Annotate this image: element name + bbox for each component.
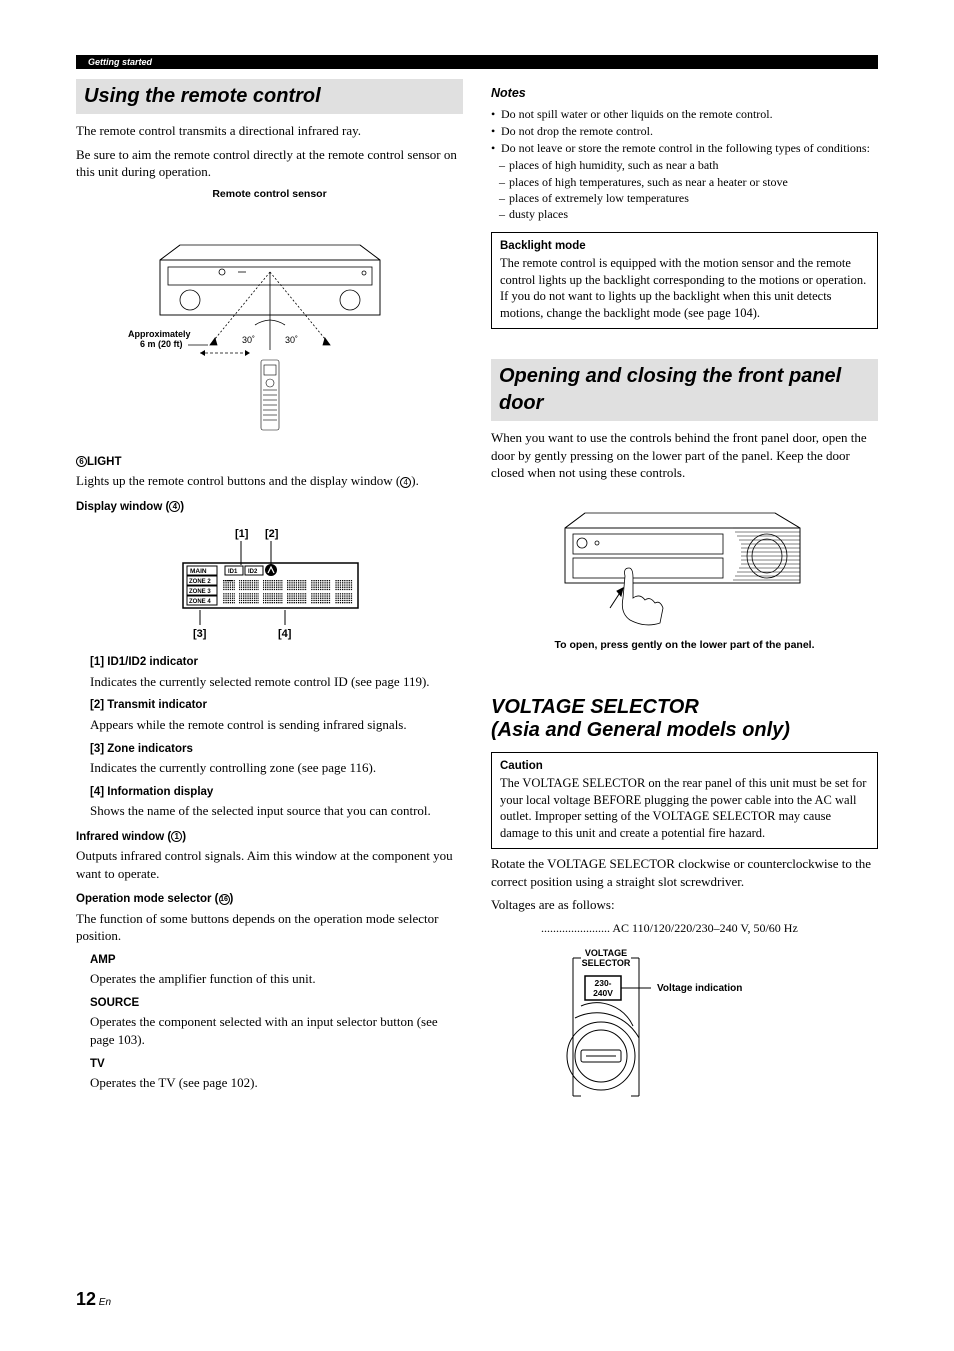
page-number-big: 12 [76, 1289, 96, 1309]
intro-p1: The remote control transmits a direction… [76, 122, 463, 140]
receiver-diagram-svg: 30˚ 30˚ Approximately 6 m (20 ft) [120, 205, 420, 445]
mode-amp-heading: AMP [90, 953, 463, 969]
disp-t4: [4] [278, 628, 292, 640]
opmode-heading-text: Operation mode selector ( [76, 893, 219, 905]
section3-title: VOLTAGE SELECTOR (Asia and General model… [491, 696, 878, 742]
item-2-body: Appears while the remote control is send… [90, 716, 463, 734]
display-window-figure: [1] [2] MAIN ZONE 2 ZONE 3 ZONE 4 ID1 ID… [155, 525, 385, 645]
zone-4: ZONE 4 [189, 599, 211, 605]
id1-label: ID1 [228, 569, 238, 575]
disp-heading-text: Display window ( [76, 501, 169, 513]
fig1-caption-top: Remote control sensor [76, 187, 463, 201]
notes-sublist: places of high humidity, such as near a … [491, 157, 878, 222]
note-3: Do not leave or store the remote control… [491, 140, 878, 156]
notes-title: Notes [491, 85, 878, 102]
voltage-indication-label: Voltage indication [657, 983, 742, 994]
section3-body-2: Voltages are as follows: [491, 896, 878, 914]
section3-body-1: Rotate the VOLTAGE SELECTOR clockwise or… [491, 855, 878, 890]
item-4-heading: [4] Information display [90, 785, 463, 801]
infrared-number-circle: 1 [171, 831, 182, 842]
note-sub-1: places of high humidity, such as near a … [499, 157, 878, 173]
id2-label: ID2 [248, 569, 258, 575]
approx-label-1: Approximately [128, 329, 191, 339]
zone-2: ZONE 2 [189, 579, 211, 585]
page-number-small: En [96, 1297, 111, 1308]
note-sub-4: dusty places [499, 206, 878, 222]
infrared-body: Outputs infrared control signals. Aim th… [76, 847, 463, 882]
voltage-box-l2: 240V [593, 988, 613, 998]
note-1: Do not spill water or other liquids on t… [491, 106, 878, 122]
section2-caption: To open, press gently on the lower part … [491, 638, 878, 652]
front-panel-figure: To open, press gently on the lower part … [491, 488, 878, 652]
light-heading: 6LIGHT [76, 455, 463, 471]
voltage-selector-svg: VOLTAGE SELECTOR 230- 240V Voltage indic… [551, 946, 811, 1106]
disp-heading-end: ) [180, 501, 184, 513]
disp-t3: [3] [193, 628, 207, 640]
caution-heading: Caution [500, 759, 869, 775]
light-body-text: Lights up the remote control buttons and… [76, 473, 400, 488]
item-1-heading: [1] ID1/ID2 indicator [90, 655, 463, 671]
caution-box: Caution The VOLTAGE SELECTOR on the rear… [491, 752, 878, 849]
header-bar: Getting started [76, 55, 878, 69]
angle-right-label: 30˚ [285, 335, 298, 345]
infrared-heading-end: ) [182, 831, 186, 843]
mode-amp-body: Operates the amplifier function of this … [90, 970, 463, 988]
approx-label-2: 6 m (20 ft) [140, 339, 183, 349]
note-sub-2: places of high temperatures, such as nea… [499, 174, 878, 190]
backlight-box: Backlight mode The remote control is equ… [491, 232, 878, 329]
voltage-label-top-1: VOLTAGE [585, 948, 627, 958]
zone-main: MAIN [190, 568, 207, 575]
right-column: Notes Do not spill water or other liquid… [491, 79, 878, 1110]
backlight-body: The remote control is equipped with the … [500, 256, 866, 321]
item-3-body: Indicates the currently controlling zone… [90, 759, 463, 777]
infrared-heading-text: Infrared window ( [76, 831, 171, 843]
opmode-heading: Operation mode selector (16) [76, 892, 463, 908]
intro-p2: Be sure to aim the remote control direct… [76, 146, 463, 181]
note-sub-3: places of extremely low temperatures [499, 190, 878, 206]
voltage-box-l1: 230- [594, 978, 611, 988]
mode-source-body: Operates the component selected with an … [90, 1013, 463, 1048]
disp-t1: [1] [235, 528, 249, 540]
header-section-label: Getting started [76, 55, 158, 69]
light-number-circle: 6 [76, 456, 87, 467]
front-panel-svg [555, 488, 815, 628]
item-4-body: Shows the name of the selected input sou… [90, 802, 463, 820]
section2-title: Opening and closing the front panel door [499, 363, 870, 417]
remote-sensor-figure: Remote control sensor [76, 187, 463, 445]
infrared-heading: Infrared window (1) [76, 830, 463, 846]
mode-source-heading: SOURCE [90, 996, 463, 1012]
disp-number-circle: 4 [169, 501, 180, 512]
page-number: 12 En [76, 1287, 111, 1311]
left-column: Using the remote control The remote cont… [76, 79, 463, 1110]
disp-t2: [2] [265, 528, 279, 540]
opmode-heading-end: ) [230, 893, 234, 905]
voltage-label-top-2: SELECTOR [582, 958, 631, 968]
zone-3: ZONE 3 [189, 589, 211, 595]
angle-left-label: 30˚ [242, 335, 255, 345]
backlight-heading: Backlight mode [500, 239, 869, 255]
caution-body: The VOLTAGE SELECTOR on the rear panel o… [500, 776, 866, 841]
light-heading-text: LIGHT [87, 456, 122, 468]
section-title-using-remote: Using the remote control [84, 83, 455, 110]
light-body: Lights up the remote control buttons and… [76, 472, 463, 490]
section3-title-l1: VOLTAGE SELECTOR [491, 696, 699, 718]
light-ref-circle: 4 [400, 477, 411, 488]
section3-title-l2: (Asia and General models only) [491, 719, 790, 741]
section2-body: When you want to use the controls behind… [491, 429, 878, 482]
notes-list: Do not spill water or other liquids on t… [491, 106, 878, 157]
mode-tv-heading: TV [90, 1057, 463, 1073]
voltage-selector-figure: VOLTAGE SELECTOR 230- 240V Voltage indic… [551, 946, 771, 1110]
display-window-heading: Display window (4) [76, 500, 463, 516]
light-body-end: ). [411, 473, 419, 488]
item-1-body: Indicates the currently selected remote … [90, 673, 463, 691]
voltage-line: ....................... AC 110/120/220/2… [541, 920, 878, 936]
item-2-heading: [2] Transmit indicator [90, 698, 463, 714]
note-2: Do not drop the remote control. [491, 123, 878, 139]
opmode-number-circle: 16 [219, 894, 230, 905]
item-3-heading: [3] Zone indicators [90, 742, 463, 758]
opmode-body: The function of some buttons depends on … [76, 910, 463, 945]
mode-tv-body: Operates the TV (see page 102). [90, 1074, 463, 1092]
section2-title-bar: Opening and closing the front panel door [491, 359, 878, 421]
section-title-bar: Using the remote control [76, 79, 463, 114]
